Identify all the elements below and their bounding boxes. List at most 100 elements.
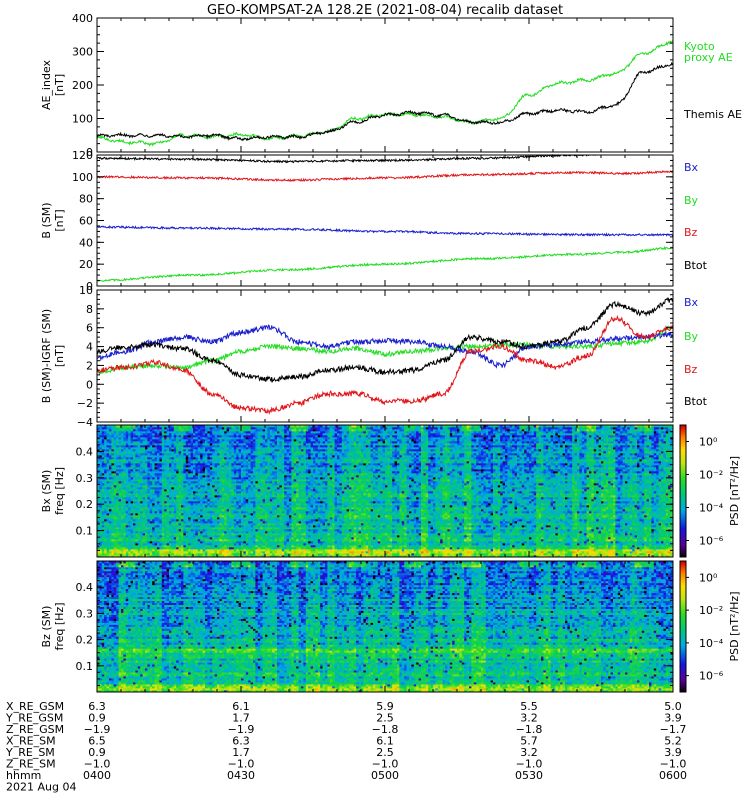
heatmap-cell bbox=[198, 501, 201, 503]
heatmap-cell bbox=[210, 427, 213, 429]
heatmap-cell bbox=[169, 479, 172, 481]
heatmap-cell bbox=[140, 549, 143, 551]
heatmap-cell bbox=[183, 443, 186, 445]
heatmap-cell bbox=[157, 515, 160, 517]
heatmap-cell bbox=[159, 527, 162, 529]
heatmap-cell bbox=[107, 429, 110, 431]
heatmap-cell bbox=[195, 513, 198, 515]
heatmap-cell bbox=[99, 427, 102, 429]
heatmap-cell bbox=[157, 443, 160, 445]
heatmap-cell bbox=[140, 491, 143, 493]
heatmap-cell bbox=[147, 529, 150, 531]
heatmap-cell bbox=[200, 547, 203, 549]
heatmap-cell bbox=[123, 511, 126, 513]
heatmap-cell bbox=[104, 545, 107, 547]
heatmap-cell bbox=[224, 449, 227, 451]
heatmap-cell bbox=[140, 513, 143, 515]
heatmap-cell bbox=[152, 473, 155, 475]
heatmap-cell bbox=[133, 485, 136, 487]
heatmap-cell bbox=[143, 489, 146, 491]
heatmap-cell bbox=[191, 469, 194, 471]
heatmap-cell bbox=[171, 485, 174, 487]
heatmap-cell bbox=[162, 517, 165, 519]
heatmap-cell bbox=[164, 455, 167, 457]
heatmap-cell bbox=[126, 473, 129, 475]
heatmap-cell bbox=[188, 489, 191, 491]
heatmap-cell bbox=[131, 459, 134, 461]
heatmap-cell bbox=[224, 497, 227, 499]
heatmap-cell bbox=[200, 497, 203, 499]
heatmap-cell bbox=[111, 429, 114, 431]
heatmap-cell bbox=[171, 543, 174, 545]
heatmap-cell bbox=[111, 551, 114, 553]
heatmap-cell bbox=[155, 467, 158, 469]
heatmap-cell bbox=[224, 437, 227, 439]
heatmap-cell bbox=[107, 523, 110, 525]
heatmap-cell bbox=[131, 529, 134, 531]
heatmap-cell bbox=[171, 509, 174, 511]
y-tick-label: 40 bbox=[79, 236, 93, 249]
heatmap-cell bbox=[128, 537, 131, 539]
heatmap-cell bbox=[145, 463, 148, 465]
heatmap-cell bbox=[157, 551, 160, 553]
heatmap-cell bbox=[174, 529, 177, 531]
heatmap-cell bbox=[104, 465, 107, 467]
heatmap-cell bbox=[140, 459, 143, 461]
heatmap-cell bbox=[114, 449, 117, 451]
heatmap-cell bbox=[174, 459, 177, 461]
heatmap-cell bbox=[114, 529, 117, 531]
heatmap-cell bbox=[181, 553, 184, 555]
heatmap-cell bbox=[181, 523, 184, 525]
heatmap-cell bbox=[162, 455, 165, 457]
heatmap-cell bbox=[150, 531, 153, 533]
heatmap-cell bbox=[116, 493, 119, 495]
heatmap-cell bbox=[200, 499, 203, 501]
heatmap-cell bbox=[128, 499, 131, 501]
heatmap-cell bbox=[171, 465, 174, 467]
heatmap-cell bbox=[138, 523, 141, 525]
heatmap-cell bbox=[205, 467, 208, 469]
heatmap-cell bbox=[222, 533, 225, 535]
heatmap-cell bbox=[179, 427, 182, 429]
heatmap-cell bbox=[157, 441, 160, 443]
heatmap-cell bbox=[152, 533, 155, 535]
heatmap-cell bbox=[181, 445, 184, 447]
heatmap-cell bbox=[215, 439, 218, 441]
heatmap-cell bbox=[212, 517, 215, 519]
heatmap-cell bbox=[191, 549, 194, 551]
heatmap-cell bbox=[159, 435, 162, 437]
heatmap-cell bbox=[143, 491, 146, 493]
heatmap-cell bbox=[138, 453, 141, 455]
heatmap-cell bbox=[135, 523, 138, 525]
heatmap-cell bbox=[215, 503, 218, 505]
heatmap-cell bbox=[205, 479, 208, 481]
heatmap-cell bbox=[179, 497, 182, 499]
heatmap-cell bbox=[222, 529, 225, 531]
heatmap-cell bbox=[150, 485, 153, 487]
heatmap-cell bbox=[212, 541, 215, 543]
heatmap-cell bbox=[155, 539, 158, 541]
heatmap-cell bbox=[219, 455, 222, 457]
heatmap-cell bbox=[128, 473, 131, 475]
heatmap-cell bbox=[155, 505, 158, 507]
heatmap-cell bbox=[203, 507, 206, 509]
heatmap-cell bbox=[183, 517, 186, 519]
heatmap-cell bbox=[193, 463, 196, 465]
heatmap-cell bbox=[135, 529, 138, 531]
heatmap-cell bbox=[224, 537, 227, 539]
heatmap-cell bbox=[200, 527, 203, 529]
heatmap-cell bbox=[224, 547, 227, 549]
heatmap-cell bbox=[203, 509, 206, 511]
heatmap-cell bbox=[109, 545, 112, 547]
heatmap-cell bbox=[135, 481, 138, 483]
heatmap-cell bbox=[183, 549, 186, 551]
heatmap-cell bbox=[203, 463, 206, 465]
heatmap-cell bbox=[135, 553, 138, 555]
heatmap-cell bbox=[111, 487, 114, 489]
heatmap-cell bbox=[193, 531, 196, 533]
heatmap-cell bbox=[227, 501, 230, 503]
heatmap-cell bbox=[147, 499, 150, 501]
heatmap-cell bbox=[128, 521, 131, 523]
heatmap-cell bbox=[167, 547, 170, 549]
heatmap-cell bbox=[155, 455, 158, 457]
